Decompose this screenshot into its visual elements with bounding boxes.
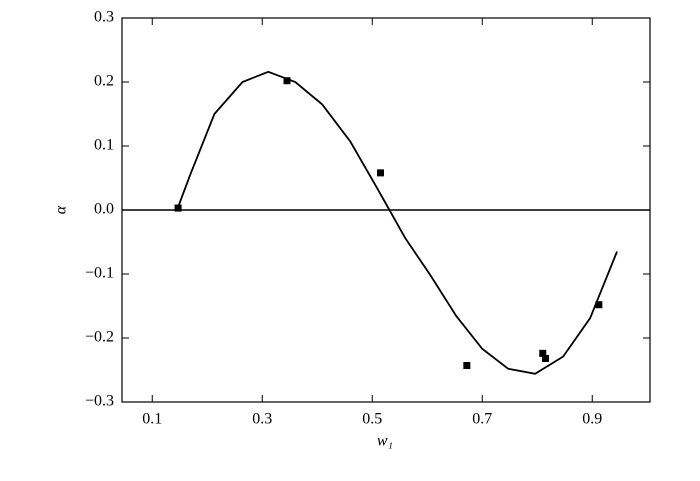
x-tick-label: 0.3 — [252, 411, 272, 428]
y-tick-label: 0.2 — [94, 73, 114, 90]
y-tick-label: −0.1 — [85, 265, 114, 282]
x-tick-label: 0.5 — [362, 411, 382, 428]
y-tick-label: −0.3 — [85, 393, 114, 410]
y-tick-label: 0.1 — [94, 137, 114, 154]
x-axis-label: w₁ — [377, 433, 393, 450]
data-point — [463, 362, 471, 370]
x-tick-label: 0.1 — [142, 411, 162, 428]
fit-line — [176, 70, 618, 375]
x-tick-label: 0.9 — [582, 411, 602, 428]
data-point — [377, 169, 384, 177]
y-axis-label: α — [53, 205, 70, 214]
data-point — [283, 77, 291, 85]
data-point — [595, 301, 603, 309]
data-point — [542, 354, 549, 362]
x-tick-label: 0.7 — [472, 411, 492, 428]
y-tick-label: 0.0 — [94, 201, 114, 218]
data-point — [539, 349, 547, 357]
y-tick-label: −0.2 — [85, 329, 114, 346]
y-tick-label: 0.3 — [94, 9, 114, 26]
